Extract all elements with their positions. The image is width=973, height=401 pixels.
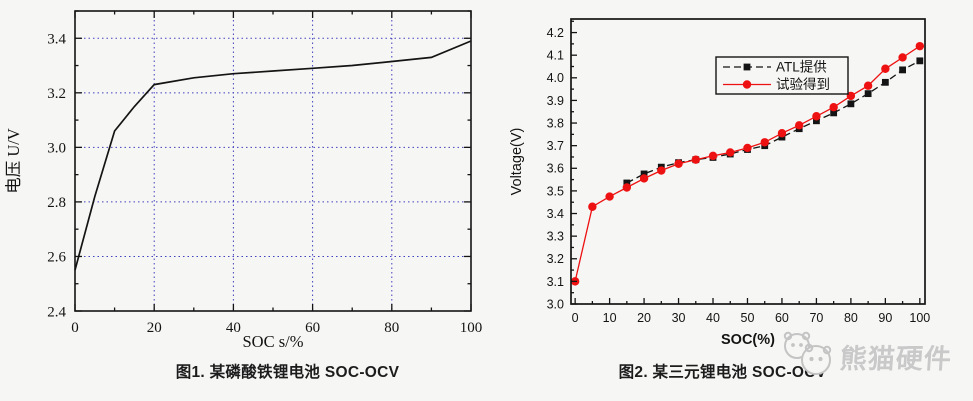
plot-frame — [74, 10, 472, 312]
svg-text:70: 70 — [809, 311, 823, 325]
series-0 — [74, 40, 472, 271]
svg-text:3.5: 3.5 — [547, 184, 564, 198]
svg-text:2.6: 2.6 — [47, 250, 66, 266]
svg-text:3.6: 3.6 — [547, 162, 564, 176]
svg-text:4.0: 4.0 — [547, 71, 564, 85]
svg-text:3.2: 3.2 — [47, 86, 66, 102]
y-axis-label: 电压 U/V — [4, 128, 23, 194]
svg-text:3.0: 3.0 — [547, 297, 564, 311]
axis-ticks — [571, 20, 921, 305]
svg-text:100: 100 — [460, 320, 483, 336]
svg-text:3.7: 3.7 — [547, 139, 564, 153]
x-axis-label: SOC s/% — [243, 332, 304, 351]
svg-text:3.2: 3.2 — [547, 252, 564, 266]
svg-text:0: 0 — [572, 311, 579, 325]
svg-text:50: 50 — [741, 311, 755, 325]
svg-text:90: 90 — [878, 311, 892, 325]
legend-label-0: ATL提供 — [776, 60, 827, 75]
svg-text:3.8: 3.8 — [547, 116, 564, 130]
svg-text:80: 80 — [384, 320, 399, 336]
chart2-ncm-soc-ocv: 0 10 20 30 40 50 60 70 80 90 100 3.0 3.1 3.2 3.3 3.4 3.5… — [509, 18, 931, 348]
svg-text:60: 60 — [305, 320, 320, 336]
series-1 — [570, 41, 925, 286]
svg-text:100: 100 — [909, 311, 930, 325]
legend-label-1: 试验得到 — [776, 76, 830, 92]
svg-text:2.8: 2.8 — [47, 195, 66, 211]
svg-text:10: 10 — [603, 311, 617, 325]
x-axis-label: SOC(%) — [721, 332, 775, 348]
svg-text:3.9: 3.9 — [547, 94, 564, 108]
y-axis-label: Voltage(V) — [509, 128, 525, 196]
svg-text:4.2: 4.2 — [547, 26, 564, 40]
tick-labels: 0 10 20 30 40 50 60 70 80 90 100 3.0 3.1 3.2 3.3 3.4 3.5… — [547, 26, 931, 325]
chart1-lfp-soc-ocv: 0 20 40 60 80 100 2.4 2.6 2.8 3.0 3.2 3.4 SOC s/% 电压 … — [4, 10, 482, 351]
axis-ticks — [74, 10, 472, 312]
svg-text:40: 40 — [226, 320, 241, 336]
svg-text:40: 40 — [706, 311, 720, 325]
tick-labels: 0 20 40 60 80 100 2.4 2.6 2.8 3.0 3.2 3.4 — [47, 32, 482, 336]
svg-text:3.3: 3.3 — [547, 230, 564, 244]
svg-text:2.4: 2.4 — [47, 304, 66, 320]
svg-text:30: 30 — [672, 311, 686, 325]
svg-text:3.4: 3.4 — [47, 32, 66, 48]
figure2-caption: 图2. 某三元锂电池 SOC-OCV — [618, 364, 827, 381]
svg-text:3.0: 3.0 — [47, 141, 66, 157]
svg-text:3.1: 3.1 — [547, 275, 564, 289]
svg-text:60: 60 — [775, 311, 789, 325]
figure1-caption: 图1. 某磷酸铁锂电池 SOC-OCV — [175, 364, 400, 381]
svg-text:4.1: 4.1 — [547, 49, 564, 63]
svg-text:20: 20 — [147, 320, 162, 336]
svg-text:3.4: 3.4 — [547, 207, 564, 221]
svg-text:0: 0 — [71, 320, 79, 336]
gridlines — [75, 11, 471, 311]
svg-text:80: 80 — [844, 311, 858, 325]
svg-text:20: 20 — [637, 311, 651, 325]
